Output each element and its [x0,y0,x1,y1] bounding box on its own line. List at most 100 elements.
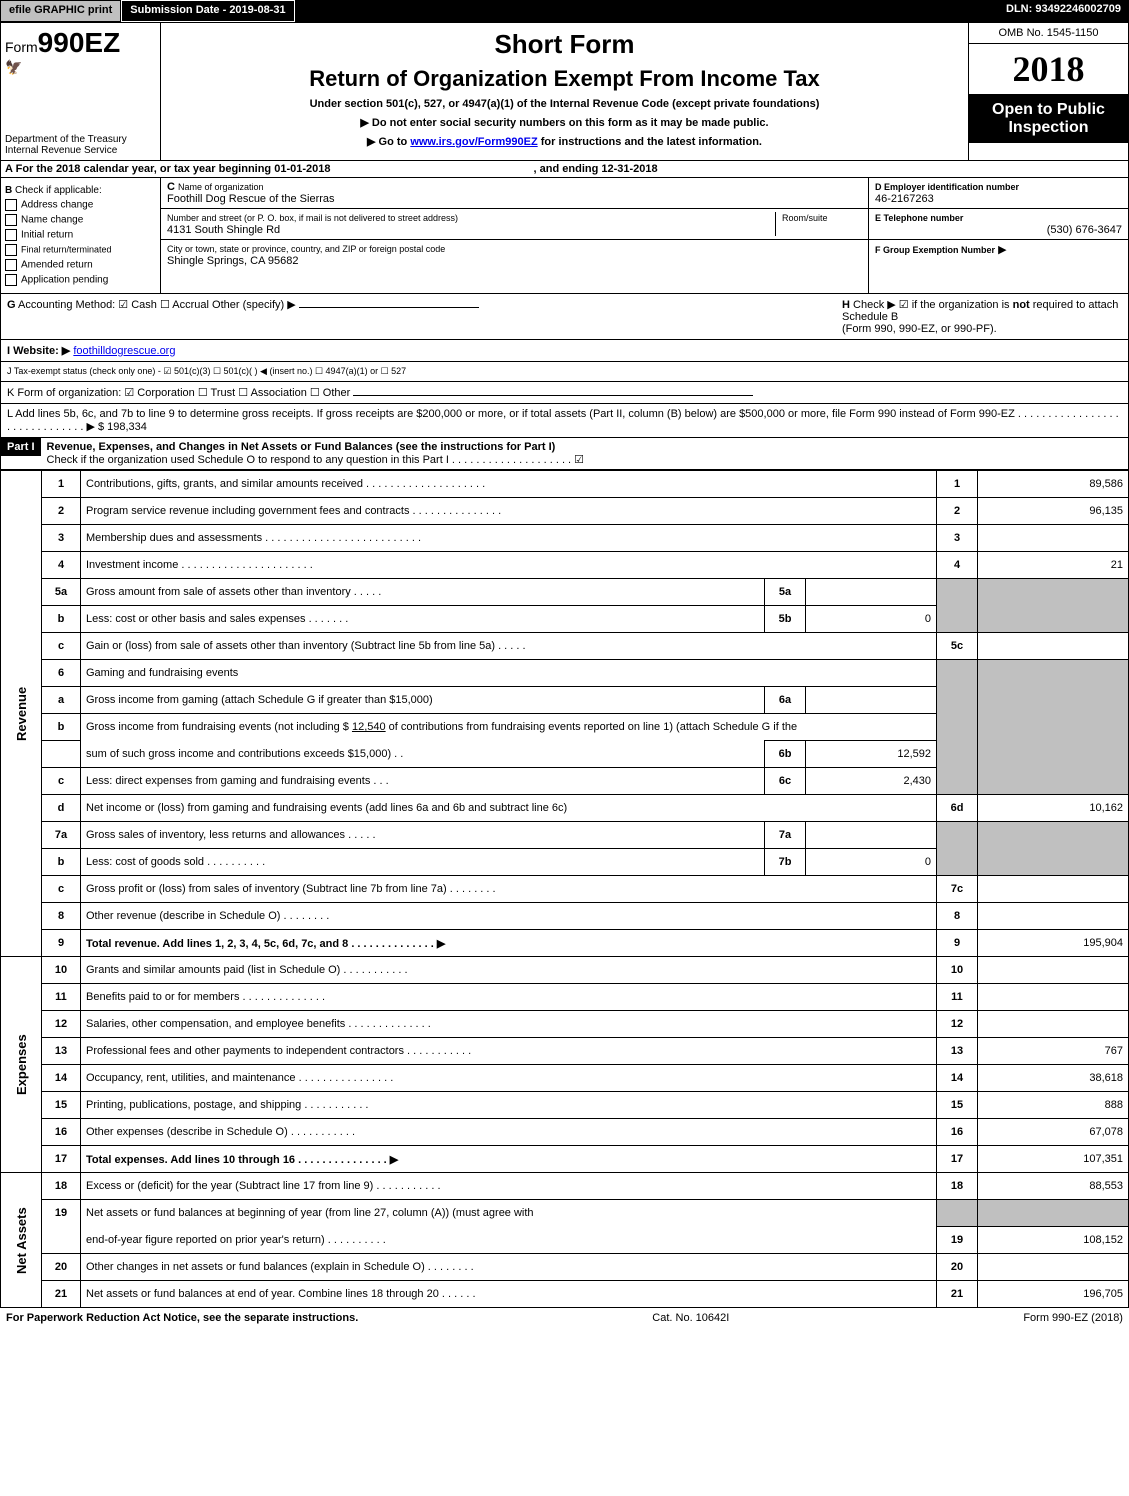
h-check: H Check ▶ ☑ if the organization is not r… [842,298,1122,335]
l11-val [978,984,1129,1011]
l7ab-shaded-val [978,822,1129,876]
top-bar: efile GRAPHIC print Submission Date - 20… [0,0,1129,22]
k-other-line[interactable] [353,395,753,396]
l19-shaded-ln [937,1200,978,1227]
line-9: 9 Total revenue. Add lines 1, 2, 3, 4, 5… [1,930,1129,957]
h-text3: (Form 990, 990-EZ, or 990-PF). [842,323,997,335]
l17-val: 107,351 [978,1146,1129,1173]
l2-desc: Program service revenue including govern… [81,498,937,525]
l7a-desc: Gross sales of inventory, less returns a… [81,822,765,849]
l3-num: 3 [42,525,81,552]
l10-num: 10 [42,957,81,984]
l7ab-shaded-ln [937,822,978,876]
checkbox-final-return[interactable] [5,244,17,256]
l15-desc: Printing, publications, postage, and shi… [81,1092,937,1119]
l11-ln: 11 [937,984,978,1011]
label-final-return: Final return/terminated [21,244,112,254]
l8-ln: 8 [937,903,978,930]
irs-eagle-icon: 🦅 [5,59,156,76]
l6a-desc: Gross income from gaming (attach Schedul… [81,687,765,714]
row-i-website: I Website: ▶ foothilldogrescue.org [0,340,1129,362]
submission-date: Submission Date - 2019-08-31 [121,0,294,22]
l13-num: 13 [42,1038,81,1065]
open-to-public: Open to Public Inspection [969,95,1128,143]
l16-val: 67,078 [978,1119,1129,1146]
part1-title-text: Revenue, Expenses, and Changes in Net As… [47,441,556,453]
part1-check-text: Check if the organization used Schedule … [47,454,585,466]
l6a-num: a [42,687,81,714]
l12-ln: 12 [937,1011,978,1038]
line-3: 3 Membership dues and assessments . . . … [1,525,1129,552]
l14-desc: Occupancy, rent, utilities, and maintena… [81,1065,937,1092]
l13-ln: 13 [937,1038,978,1065]
expenses-label: Expenses [1,957,42,1173]
label-h: H [842,299,850,311]
part1-label: Part I [1,438,41,456]
l18-desc: Excess or (deficit) for the year (Subtra… [81,1173,937,1200]
l19b-num [42,1227,81,1254]
label-f: F Group Exemption Number [875,245,995,255]
l18-ln: 18 [937,1173,978,1200]
l6c-desc: Less: direct expenses from gaming and fu… [81,768,765,795]
l20-num: 20 [42,1254,81,1281]
checkbox-initial-return[interactable] [5,229,17,241]
l3-val [978,525,1129,552]
l7b-num: b [42,849,81,876]
dept-line2: Internal Revenue Service [5,145,156,156]
l11-desc: Benefits paid to or for members . . . . … [81,984,937,1011]
l15-val: 888 [978,1092,1129,1119]
org-name: Foothill Dog Rescue of the Sierras [167,193,335,205]
line-11: 11 Benefits paid to or for members . . .… [1,984,1129,1011]
l6b-num: b [42,714,81,741]
c-name-label: Name of organization [178,182,264,192]
l5c-ln: 5c [937,633,978,660]
l17-ln: 17 [937,1146,978,1173]
l6d-val: 10,162 [978,795,1129,822]
l19b-val: 108,152 [978,1227,1129,1254]
checkbox-amended-return[interactable] [5,259,17,271]
checkbox-name-change[interactable] [5,214,17,226]
l6b2-num [42,741,81,768]
l9-num: 9 [42,930,81,957]
l20-desc: Other changes in net assets or fund bala… [81,1254,937,1281]
l12-num: 12 [42,1011,81,1038]
paperwork-notice: For Paperwork Reduction Act Notice, see … [6,1312,358,1324]
l6b-desc: Gross income from fundraising events (no… [81,714,937,741]
l7b-sub: 7b [765,849,806,876]
line-2: 2 Program service revenue including gove… [1,498,1129,525]
line-5c: c Gain or (loss) from sale of assets oth… [1,633,1129,660]
row-l-gross-receipts: L Add lines 5b, 6c, and 7b to line 9 to … [0,404,1129,438]
l17-num: 17 [42,1146,81,1173]
row-gh: G Accounting Method: ☑ Cash ☐ Accrual Ot… [0,294,1129,340]
line-21: 21 Net assets or fund balances at end of… [1,1281,1129,1308]
efile-print-button[interactable]: efile GRAPHIC print [0,0,121,22]
room-label: Room/suite [782,213,828,223]
form-number: Form990EZ 🦅 [5,27,156,76]
row-a-ending: , and ending 12-31-2018 [534,163,658,175]
line-6d: d Net income or (loss) from gaming and f… [1,795,1129,822]
line-8: 8 Other revenue (describe in Schedule O)… [1,903,1129,930]
line-4: 4 Investment income . . . . . . . . . . … [1,552,1129,579]
label-amended-return: Amended return [21,260,93,271]
checkbox-application-pending[interactable] [5,274,17,286]
l13-desc: Professional fees and other payments to … [81,1038,937,1065]
l5a-num: 5a [42,579,81,606]
checkbox-address-change[interactable] [5,199,17,211]
omb-number: OMB No. 1545-1150 [969,23,1128,44]
l3-desc: Membership dues and assessments . . . . … [81,525,937,552]
l7c-val [978,876,1129,903]
g-accounting: G Accounting Method: ☑ Cash ☐ Accrual Ot… [7,298,479,335]
website-link[interactable]: foothilldogrescue.org [73,345,175,357]
h-text1: if the organization is [912,299,1013,311]
l2-num: 2 [42,498,81,525]
l12-val [978,1011,1129,1038]
l4-val: 21 [978,552,1129,579]
l1-num: 1 [42,471,81,498]
other-specify-line[interactable] [299,307,479,308]
l19-desc: Net assets or fund balances at beginning… [81,1200,937,1227]
l5a-sub: 5a [765,579,806,606]
l12-desc: Salaries, other compensation, and employ… [81,1011,937,1038]
street-address: 4131 South Shingle Rd [167,224,280,236]
d-ein-block: D Employer identification number 46-2167… [869,178,1128,209]
irs-link[interactable]: www.irs.gov/Form990EZ [410,136,537,148]
